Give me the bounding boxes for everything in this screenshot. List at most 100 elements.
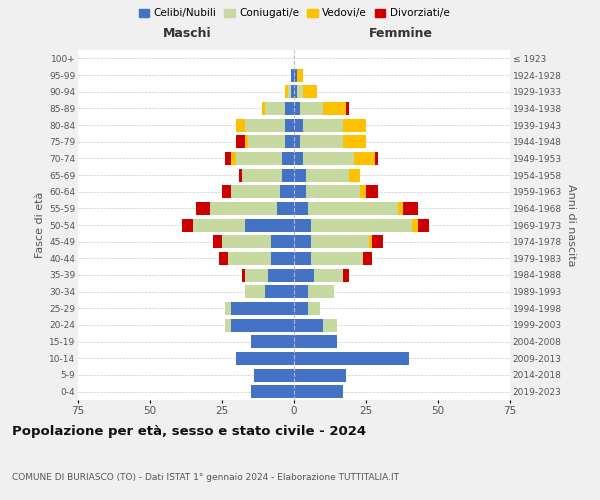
Bar xyxy=(230,185,280,198)
Bar xyxy=(294,135,300,148)
Bar xyxy=(245,285,265,298)
Bar xyxy=(288,85,291,98)
Bar xyxy=(294,318,323,332)
Bar xyxy=(294,285,308,298)
Bar xyxy=(349,168,360,181)
Bar xyxy=(245,118,286,132)
Bar xyxy=(222,185,230,198)
Bar xyxy=(294,335,337,348)
Bar xyxy=(294,185,305,198)
Bar xyxy=(242,268,245,281)
Bar xyxy=(228,252,271,265)
Bar xyxy=(230,318,294,332)
Bar xyxy=(366,185,377,198)
Bar xyxy=(211,202,277,215)
Bar xyxy=(302,85,317,98)
Bar xyxy=(311,235,369,248)
Bar xyxy=(343,268,349,281)
Bar xyxy=(418,218,430,232)
Bar xyxy=(297,85,302,98)
Bar xyxy=(236,352,294,365)
Bar xyxy=(308,302,320,315)
Bar xyxy=(242,168,283,181)
Bar xyxy=(323,102,346,115)
Bar xyxy=(265,102,286,115)
Bar xyxy=(286,85,288,98)
Bar xyxy=(239,168,242,181)
Bar xyxy=(294,202,308,215)
Bar xyxy=(323,318,337,332)
Bar xyxy=(308,285,334,298)
Text: Femmine: Femmine xyxy=(368,27,433,40)
Bar xyxy=(294,68,297,82)
Bar xyxy=(271,235,294,248)
Bar xyxy=(403,202,418,215)
Bar xyxy=(294,352,409,365)
Bar xyxy=(294,102,300,115)
Bar xyxy=(302,152,355,165)
Bar xyxy=(236,152,283,165)
Bar xyxy=(225,302,230,315)
Legend: Celibi/Nubili, Coniugati/e, Vedovi/e, Divorziati/e: Celibi/Nubili, Coniugati/e, Vedovi/e, Di… xyxy=(137,6,451,20)
Bar xyxy=(294,168,305,181)
Y-axis label: Fasce di età: Fasce di età xyxy=(35,192,45,258)
Bar xyxy=(294,152,302,165)
Bar xyxy=(268,268,294,281)
Bar xyxy=(254,368,294,382)
Bar xyxy=(219,252,228,265)
Bar xyxy=(300,135,343,148)
Bar xyxy=(230,152,236,165)
Bar xyxy=(300,102,323,115)
Text: COMUNE DI BURIASCO (TO) - Dati ISTAT 1° gennaio 2024 - Elaborazione TUTTITALIA.I: COMUNE DI BURIASCO (TO) - Dati ISTAT 1° … xyxy=(12,473,399,482)
Bar xyxy=(372,235,383,248)
Bar xyxy=(230,302,294,315)
Bar xyxy=(294,302,308,315)
Bar xyxy=(265,285,294,298)
Bar xyxy=(262,102,265,115)
Bar xyxy=(311,218,412,232)
Bar xyxy=(308,202,398,215)
Bar xyxy=(294,85,297,98)
Bar xyxy=(291,85,294,98)
Bar xyxy=(369,235,372,248)
Bar xyxy=(291,68,294,82)
Bar xyxy=(236,118,245,132)
Bar xyxy=(294,218,311,232)
Bar xyxy=(286,118,294,132)
Bar xyxy=(222,235,271,248)
Bar xyxy=(302,118,343,132)
Bar xyxy=(294,368,346,382)
Y-axis label: Anni di nascita: Anni di nascita xyxy=(566,184,576,266)
Bar xyxy=(360,185,366,198)
Bar xyxy=(283,168,294,181)
Bar xyxy=(245,135,248,148)
Bar xyxy=(343,118,366,132)
Bar xyxy=(346,102,349,115)
Text: Popolazione per età, sesso e stato civile - 2024: Popolazione per età, sesso e stato civil… xyxy=(12,425,366,438)
Bar xyxy=(294,235,311,248)
Bar xyxy=(245,268,268,281)
Bar xyxy=(214,235,222,248)
Bar xyxy=(294,385,343,398)
Bar xyxy=(294,118,302,132)
Bar xyxy=(271,252,294,265)
Bar xyxy=(286,135,294,148)
Bar xyxy=(245,218,294,232)
Bar xyxy=(196,202,211,215)
Bar xyxy=(193,218,245,232)
Bar xyxy=(182,218,193,232)
Bar xyxy=(311,252,363,265)
Bar xyxy=(314,268,343,281)
Bar xyxy=(286,102,294,115)
Bar xyxy=(294,268,314,281)
Bar xyxy=(398,202,403,215)
Bar xyxy=(251,385,294,398)
Bar xyxy=(277,202,294,215)
Bar xyxy=(236,135,245,148)
Bar xyxy=(343,135,366,148)
Bar xyxy=(294,252,311,265)
Bar xyxy=(355,152,374,165)
Bar xyxy=(305,168,349,181)
Bar xyxy=(412,218,418,232)
Bar xyxy=(251,335,294,348)
